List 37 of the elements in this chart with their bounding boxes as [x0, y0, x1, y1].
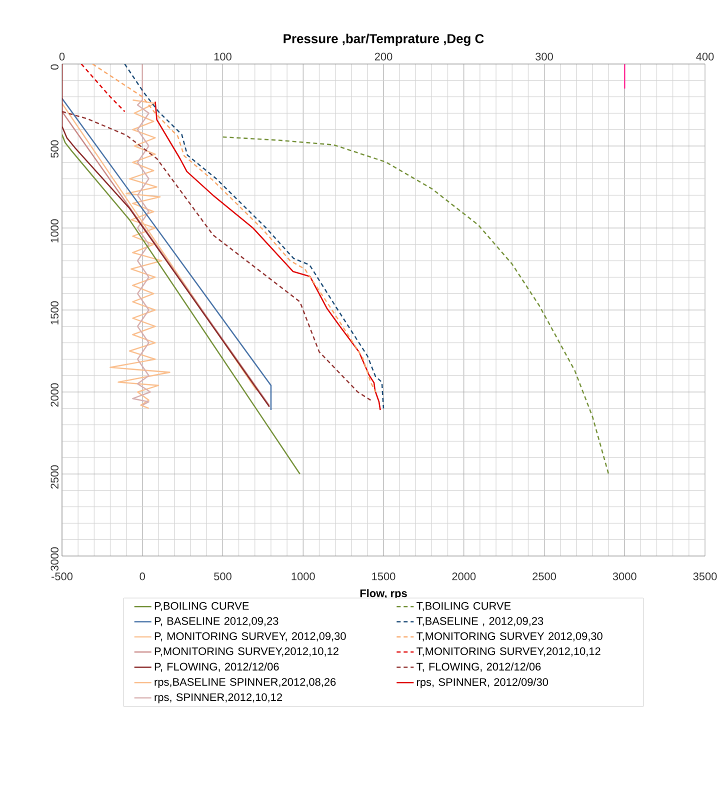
legend-label: T,MONITORING SURVEY,2012,10,12 [416, 647, 600, 656]
x2-tick-label: 100 [214, 52, 232, 60]
legend-label: P,BOILING CURVE [154, 602, 249, 612]
x2-tick-label: 400 [696, 52, 714, 60]
legend-label: P,MONITORING SURVEY,2012,10,12 [154, 647, 338, 656]
legend-label: T,BOILING CURVE [416, 602, 511, 612]
y-tick-label: 0 [50, 64, 58, 70]
x-axis-title: Flow, rps [360, 589, 407, 600]
y-tick-label: 1500 [50, 301, 58, 324]
x2-axis-title: Pressure ,bar/Temprature ,Deg C [284, 34, 484, 46]
line-series [132, 64, 152, 406]
x-tick-label: 2000 [452, 572, 476, 580]
y-tick-label: 500 [50, 140, 58, 158]
legend-label: T, FLOWING, 2012/12/06 [416, 662, 541, 672]
line-series [154, 101, 381, 411]
x-tick-label: 500 [214, 572, 232, 580]
legend-label: P, MONITORING SURVEY, 2012,09,30 [154, 632, 346, 642]
legend-label: T,MONITORING SURVEY 2012,09,30 [416, 632, 602, 642]
legend-label: P, BASELINE 2012,09,23 [154, 617, 278, 626]
y-tick-label: 1000 [50, 219, 58, 242]
legend-label: T,BASELINE , 2012,09,23 [416, 617, 544, 626]
x-tick-label: 1500 [372, 572, 396, 580]
x2-tick-label: 300 [536, 52, 553, 60]
legend-label: rps, SPINNER,2012,10,12 [154, 693, 282, 704]
x-tick-label: 0 [140, 572, 145, 580]
x-tick-label: 1000 [292, 572, 315, 580]
x-tick-label: 3000 [612, 572, 636, 580]
legend-label: P, FLOWING, 2012/12/06 [154, 662, 279, 672]
legend-label: rps, SPINNER, 2012/09/30 [417, 678, 548, 688]
x-tick-label: -500 [52, 572, 73, 580]
x-tick-label: 2500 [532, 572, 556, 580]
x-tick-label: 3500 [693, 572, 717, 580]
legend-label: rps,BASELINE SPINNER,2012,08,26 [154, 678, 336, 688]
y-tick-label: 2000 [50, 383, 58, 407]
x2-tick-label: 0 [59, 52, 65, 60]
x2-tick-label: 200 [374, 52, 392, 60]
y-tick-label: 2500 [50, 465, 58, 489]
